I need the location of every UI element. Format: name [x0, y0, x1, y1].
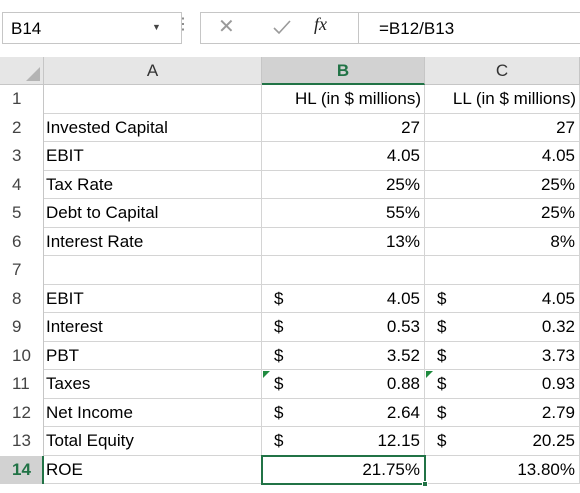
cell-b5[interactable]: 55%	[262, 199, 425, 228]
row-header-10[interactable]: 10	[0, 341, 44, 370]
currency-symbol: $	[274, 345, 284, 365]
active-cell-outline	[261, 454, 426, 485]
cell-b13[interactable]: 12.15	[262, 427, 425, 456]
currency-symbol: $	[437, 374, 447, 393]
cell-a5[interactable]: Debt to Capital	[44, 199, 262, 228]
row-header-5[interactable]: 5	[0, 199, 44, 228]
insert-function-button[interactable]: fx	[314, 14, 327, 34]
row-header-11[interactable]: 11	[0, 370, 44, 399]
formula-text: =B12/B13	[379, 19, 455, 38]
currency-symbol: $	[437, 402, 447, 422]
cell-b10[interactable]: 3.52	[262, 341, 425, 370]
select-all-triangle-icon	[26, 67, 40, 81]
cell-c14[interactable]: 13.80%	[425, 455, 580, 484]
row-header-14[interactable]: 14	[0, 455, 44, 484]
cell-c4[interactable]: 25%	[425, 170, 580, 199]
formula-input[interactable]: =B12/B13	[358, 12, 580, 44]
formula-bar: B14 ▼ ⋮ ✕ fx =B12/B13	[0, 0, 580, 51]
currency-symbol: $	[274, 431, 284, 450]
error-indicator-icon[interactable]	[263, 371, 270, 378]
row-header-4[interactable]: 4	[0, 170, 44, 199]
currency-symbol: $	[274, 288, 284, 308]
cell-c13[interactable]: 20.25	[425, 427, 580, 456]
row-header-1[interactable]: 1	[0, 85, 44, 114]
currency-symbol: $	[274, 317, 284, 336]
cell-c5[interactable]: 25%	[425, 199, 580, 228]
currency-symbol: $	[437, 345, 447, 365]
row-header-8[interactable]: 8	[0, 284, 44, 313]
cell-a9[interactable]: Interest	[44, 313, 262, 342]
cell-c12[interactable]: 2.79	[425, 398, 580, 427]
cell-a14[interactable]: ROE	[44, 455, 262, 484]
currency-symbol: $	[274, 402, 284, 422]
currency-symbol: $	[274, 374, 284, 393]
cell-a8[interactable]: EBIT	[44, 284, 262, 313]
cell-c3[interactable]: 4.05	[425, 142, 580, 171]
cell-a11[interactable]: Taxes	[44, 370, 262, 399]
cell-c2[interactable]: 27	[425, 113, 580, 142]
cell-c1[interactable]: LL (in $ millions)	[425, 85, 580, 114]
spreadsheet-grid[interactable]: A B C 1 HL (in $ millions) LL (in $ millions)…	[0, 57, 580, 493]
row-header-7[interactable]: 7	[0, 256, 44, 285]
cell-a13[interactable]: Total Equity	[44, 427, 262, 456]
cell-c8[interactable]: 4.05	[425, 284, 580, 313]
vertical-dots-icon[interactable]: ⋮	[175, 16, 191, 33]
error-indicator-icon[interactable]	[426, 371, 433, 378]
cell-a1[interactable]	[44, 85, 262, 114]
cell-a6[interactable]: Interest Rate	[44, 227, 262, 256]
currency-symbol: $	[437, 317, 447, 336]
cell-b9[interactable]: 0.53	[262, 313, 425, 342]
select-all-button[interactable]	[0, 57, 44, 85]
row-header-6[interactable]: 6	[0, 227, 44, 256]
close-icon[interactable]: ✕	[218, 16, 235, 38]
row-header-13[interactable]: 13	[0, 427, 44, 456]
cell-a10[interactable]: PBT	[44, 341, 262, 370]
cell-a2[interactable]: Invested Capital	[44, 113, 262, 142]
cell-c6[interactable]: 8%	[425, 227, 580, 256]
column-header-c[interactable]: C	[425, 57, 580, 85]
cell-b4[interactable]: 25%	[262, 170, 425, 199]
cell-b11[interactable]: 0.88	[262, 370, 425, 399]
cell-c9[interactable]: 0.32	[425, 313, 580, 342]
cell-b8[interactable]: 4.05	[262, 284, 425, 313]
cell-b7[interactable]	[262, 256, 425, 285]
formula-buttons	[200, 12, 360, 44]
cell-b1[interactable]: HL (in $ millions)	[262, 85, 425, 114]
chevron-down-icon[interactable]: ▼	[152, 22, 161, 32]
cell-c10[interactable]: 3.73	[425, 341, 580, 370]
cell-c11[interactable]: 0.93	[425, 370, 580, 399]
row-header-2[interactable]: 2	[0, 113, 44, 142]
checkmark-icon[interactable]	[272, 18, 292, 41]
cell-b6[interactable]: 13%	[262, 227, 425, 256]
currency-symbol: $	[437, 288, 447, 308]
cell-b2[interactable]: 27	[262, 113, 425, 142]
row-header-12[interactable]: 12	[0, 398, 44, 427]
cell-a3[interactable]: EBIT	[44, 142, 262, 171]
cell-b3[interactable]: 4.05	[262, 142, 425, 171]
name-box-value: B14	[11, 19, 42, 38]
row-header-9[interactable]: 9	[0, 313, 44, 342]
column-header-a[interactable]: A	[44, 57, 262, 85]
cell-a12[interactable]: Net Income	[44, 398, 262, 427]
row-header-3[interactable]: 3	[0, 142, 44, 171]
cell-c7[interactable]	[425, 256, 580, 285]
cell-a4[interactable]: Tax Rate	[44, 170, 262, 199]
cell-a7[interactable]	[44, 256, 262, 285]
fill-handle[interactable]	[422, 481, 428, 487]
currency-symbol: $	[437, 431, 447, 450]
name-box[interactable]: B14 ▼	[2, 12, 182, 44]
column-header-b[interactable]: B	[262, 57, 425, 85]
cell-b12[interactable]: 2.64	[262, 398, 425, 427]
